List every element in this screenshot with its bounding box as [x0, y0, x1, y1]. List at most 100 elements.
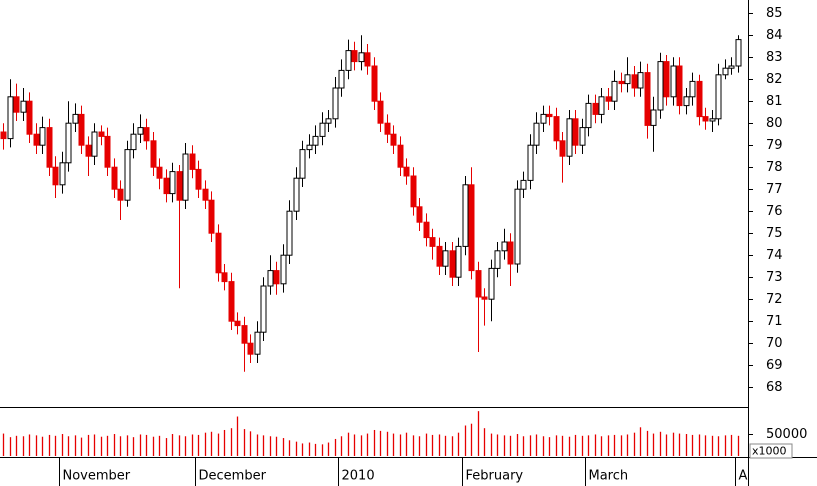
candle-body [169, 171, 176, 195]
candle-body [559, 140, 566, 157]
candle-body [663, 61, 670, 98]
y-tick-label: 75 [766, 226, 783, 241]
x-tick-label: December [199, 469, 267, 484]
candle-body [416, 206, 423, 223]
candle-body [631, 74, 638, 89]
candle-body [494, 250, 501, 269]
candle-body [91, 131, 98, 157]
x-tick-label: 2010 [342, 469, 375, 484]
candle-body [689, 80, 696, 98]
candle-body [468, 184, 475, 272]
candle-body [533, 122, 540, 146]
candle-body [546, 113, 553, 118]
candle-body [20, 100, 27, 113]
candle-body [351, 50, 358, 63]
candle-body [104, 135, 111, 168]
candle-body [709, 118, 716, 122]
volume-tick-label: 50000 [766, 427, 807, 442]
candle-body [501, 241, 508, 252]
candle-body [436, 245, 443, 267]
candle-body [299, 149, 306, 179]
candle-body [52, 166, 59, 186]
candle-body [611, 80, 618, 102]
candle-body [364, 52, 371, 67]
candle-body [65, 122, 72, 164]
candle-body [618, 80, 625, 85]
candle-body [338, 69, 345, 89]
candle-body [234, 320, 241, 327]
x-tick-label: A [739, 469, 748, 484]
candle-body [624, 74, 631, 85]
candle-body [156, 166, 163, 179]
candle-body [423, 221, 430, 239]
candle-body [130, 133, 137, 151]
candle-body [280, 254, 287, 285]
candle-body [202, 188, 209, 201]
x-tick-label: March [589, 469, 629, 484]
candle-body [676, 65, 683, 107]
candle-body [215, 232, 222, 274]
candle-body [481, 296, 488, 300]
candle-body [514, 188, 521, 265]
candle-body [715, 74, 722, 120]
candle-body [260, 285, 267, 333]
candle-body [13, 96, 20, 113]
volume-unit: x1000 [752, 445, 787, 458]
candle-body [195, 168, 202, 190]
candle-body [286, 210, 293, 256]
y-tick-label: 84 [766, 28, 783, 43]
candle-body [124, 149, 131, 201]
candle-body [696, 80, 703, 118]
candle-body [221, 272, 228, 283]
y-tick-label: 83 [766, 50, 783, 65]
candle-body [598, 96, 605, 115]
candle-body [7, 96, 14, 140]
candle-body [722, 67, 729, 76]
candle-body [650, 109, 657, 126]
candle-body [683, 96, 690, 107]
candle-body [371, 65, 378, 102]
candle-body [377, 100, 384, 124]
candle-body [735, 39, 742, 67]
candle-body [553, 116, 560, 142]
candle-body [241, 325, 248, 344]
candle-body [26, 100, 33, 135]
candle-body [585, 102, 592, 129]
candle-body [254, 331, 261, 355]
candle-body [293, 177, 300, 212]
candle-body [176, 171, 183, 201]
candle-body [345, 50, 352, 71]
candle-body [273, 270, 280, 285]
candle-body [143, 127, 150, 142]
y-tick-label: 79 [766, 138, 783, 153]
candle-body [566, 118, 573, 157]
candle-body [527, 144, 534, 181]
candle-body [0, 131, 7, 140]
y-tick-label: 80 [766, 116, 783, 131]
candle-body [670, 65, 677, 98]
candle-body [267, 270, 274, 287]
candle-body [59, 162, 66, 186]
candle-body [410, 175, 417, 208]
candle-body [137, 127, 144, 135]
candle-body [319, 122, 326, 137]
candle-body [384, 122, 391, 135]
candle-body [98, 131, 105, 137]
y-tick-label: 76 [766, 204, 783, 219]
candle-body [657, 61, 664, 111]
candle-body [702, 116, 709, 122]
candle-body [72, 113, 79, 124]
candle-body [312, 135, 319, 146]
candle-body [33, 133, 40, 146]
candle-body [85, 144, 92, 157]
candle-body [46, 127, 53, 168]
candle-body [228, 281, 235, 322]
candle-body [455, 245, 462, 278]
candle-body [592, 102, 599, 115]
candle-body [358, 52, 365, 63]
candle-body [644, 72, 651, 126]
y-tick-label: 71 [766, 314, 783, 329]
candle-body [208, 199, 215, 234]
y-tick-label: 81 [766, 94, 783, 109]
